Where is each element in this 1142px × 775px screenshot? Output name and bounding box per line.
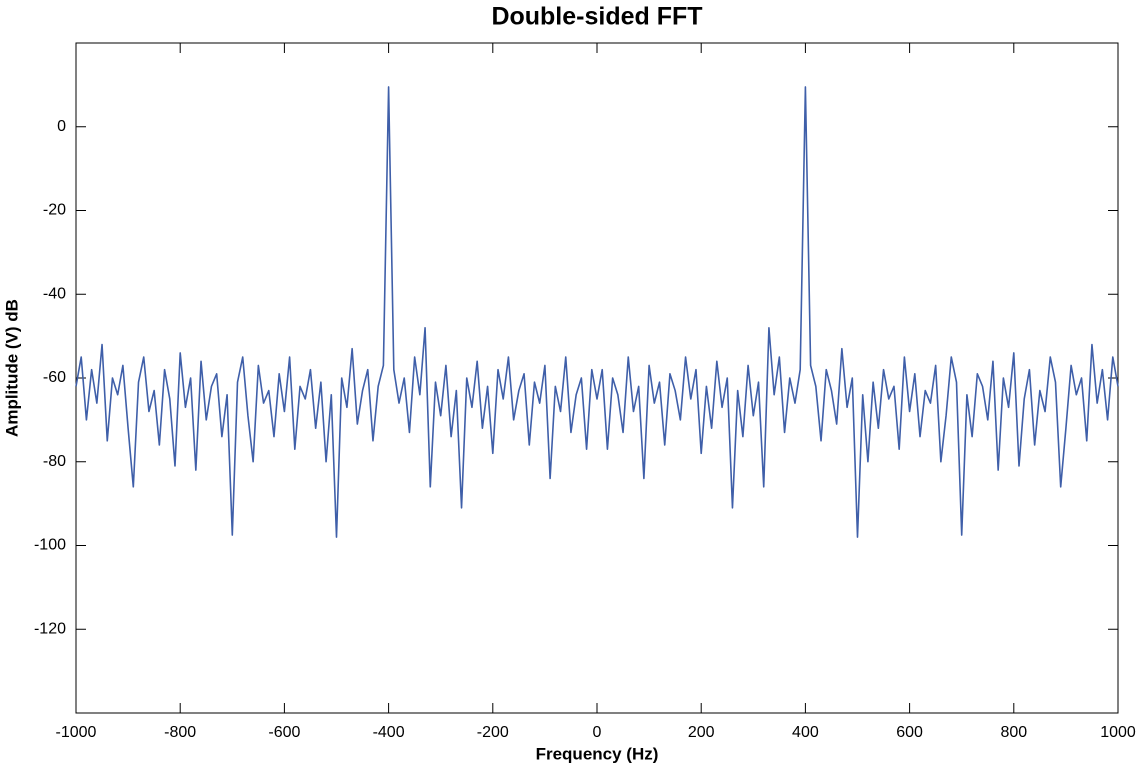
x-tick-label: -200 — [477, 724, 509, 741]
x-tick-label: -400 — [373, 724, 405, 741]
x-tick-label: 0 — [593, 724, 602, 741]
x-tick-label: 600 — [896, 724, 923, 741]
y-tick-label: -40 — [43, 285, 66, 302]
x-tick-label: -1000 — [56, 724, 97, 741]
chart-title: Double-sided FFT — [491, 3, 702, 31]
x-tick-label: 1000 — [1100, 724, 1136, 741]
y-axis-label: Amplitude (V) dB — [2, 299, 21, 437]
x-tick-label: -800 — [164, 724, 196, 741]
y-tick-label: -100 — [34, 537, 66, 554]
x-tick-label: -600 — [268, 724, 300, 741]
y-tick-label: -80 — [43, 453, 66, 470]
data-line — [75, 86, 1119, 538]
y-tick-label: 0 — [57, 118, 66, 135]
y-tick-label: -20 — [43, 202, 66, 219]
x-tick-label: 800 — [1000, 724, 1027, 741]
plot-frame — [75, 42, 1119, 714]
y-tick-label: -60 — [43, 369, 66, 386]
x-tick-label: 200 — [688, 724, 715, 741]
x-axis-label: Frequency (Hz) — [536, 744, 659, 763]
x-tick-label: 400 — [792, 724, 819, 741]
y-tick-label: -120 — [34, 620, 66, 637]
